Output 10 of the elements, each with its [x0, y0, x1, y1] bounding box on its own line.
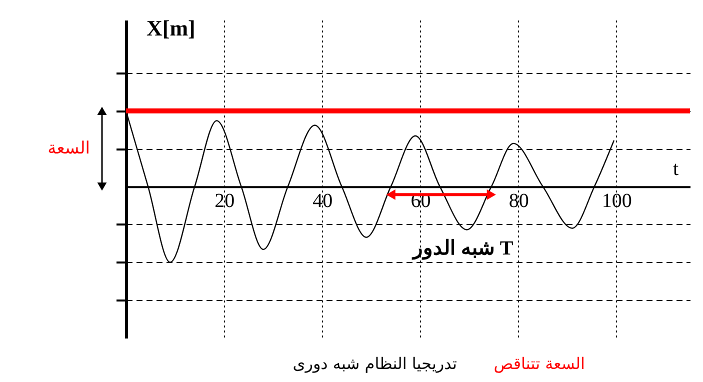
text: تدريجيا النظام شبه دورى: [292, 354, 457, 373]
x-tick-label: 100: [602, 190, 632, 212]
annotation: شبه الدور T: [410, 238, 514, 261]
x-tick-label: 40: [312, 190, 333, 212]
y-axis-title: X[m]: [146, 16, 196, 40]
x-tick-label: 80: [508, 190, 529, 212]
text: السعة تتناقص: [494, 354, 585, 373]
x-axis-title: t: [672, 158, 679, 180]
text: السعة: [48, 138, 90, 159]
x-tick-label: 20: [214, 190, 235, 212]
